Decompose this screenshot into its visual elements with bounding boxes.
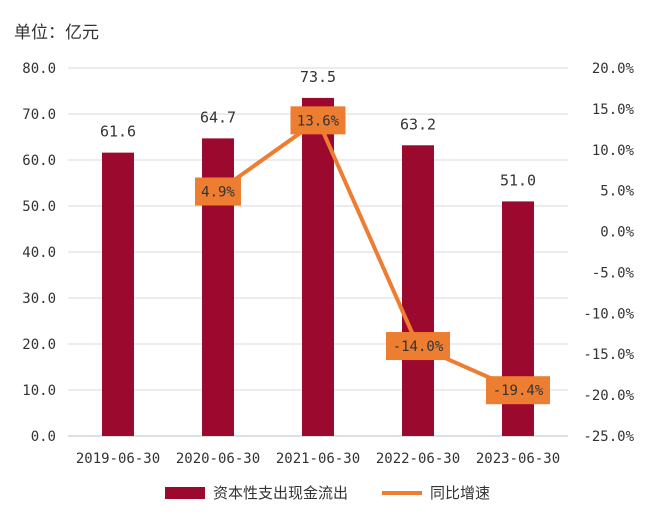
x-tick-label: 2022-06-30	[376, 451, 460, 467]
bar-data-label: 51.0	[500, 171, 536, 189]
right-tick-label: 15.0%	[592, 102, 635, 118]
legend-swatch-line	[382, 490, 422, 495]
right-tick-label: -10.0%	[583, 306, 634, 322]
x-tick-label: 2019-06-30	[76, 451, 160, 467]
line-data-label: 4.9%	[201, 184, 235, 200]
legend-label-line: 同比增速	[430, 484, 491, 502]
right-tick-label: 10.0%	[592, 143, 635, 159]
bar	[402, 145, 434, 436]
right-tick-label: 0.0%	[600, 225, 634, 241]
legend-item-line: 同比增速	[382, 482, 490, 503]
line-point-marker	[290, 106, 346, 135]
x-tick-label: 2020-06-30	[176, 451, 260, 467]
right-tick-label: -25.0%	[583, 429, 634, 445]
legend-swatch-bar	[164, 486, 205, 499]
left-tick-label: 70.0	[22, 107, 56, 123]
legend-item-bars: 资本性支出现金流出	[164, 482, 348, 503]
bar	[102, 152, 134, 436]
line-data-label: -14.0%	[393, 339, 444, 355]
left-tick-label: 30.0	[22, 291, 56, 307]
line-point-marker	[195, 177, 241, 206]
left-tick-label: 80.0	[22, 61, 56, 77]
left-tick-label: 50.0	[22, 199, 56, 215]
x-tick-label: 2021-06-30	[276, 451, 360, 467]
legend-label-bars: 资本性支出现金流出	[212, 484, 348, 502]
line-data-label: -19.4%	[493, 383, 544, 399]
bar-data-label: 61.6	[100, 123, 136, 141]
line-point-marker	[386, 332, 450, 361]
left-tick-label: 60.0	[22, 153, 56, 169]
bar	[302, 97, 334, 437]
left-tick-label: 40.0	[22, 245, 56, 261]
growth-line	[216, 118, 519, 393]
bar-data-label: 64.7	[200, 108, 236, 126]
left-tick-label: 0.0	[31, 429, 56, 445]
x-tick-label: 2023-06-30	[476, 451, 560, 467]
right-tick-label: -20.0%	[583, 388, 634, 404]
unit-label: 单位：亿元	[14, 23, 99, 43]
right-tick-label: -15.0%	[583, 347, 634, 363]
bar-data-label: 73.5	[300, 68, 336, 86]
right-tick-label: 20.0%	[592, 61, 635, 77]
chart-legend: 资本性支出现金流出 同比增速	[0, 482, 655, 503]
right-tick-label: -5.0%	[592, 265, 635, 281]
line-point-marker	[486, 376, 550, 405]
bar-data-label: 63.2	[400, 115, 436, 133]
right-tick-label: 5.0%	[600, 184, 634, 200]
left-tick-label: 10.0	[22, 383, 56, 399]
line-data-label: 13.6%	[297, 113, 340, 129]
left-tick-label: 20.0	[22, 337, 56, 353]
